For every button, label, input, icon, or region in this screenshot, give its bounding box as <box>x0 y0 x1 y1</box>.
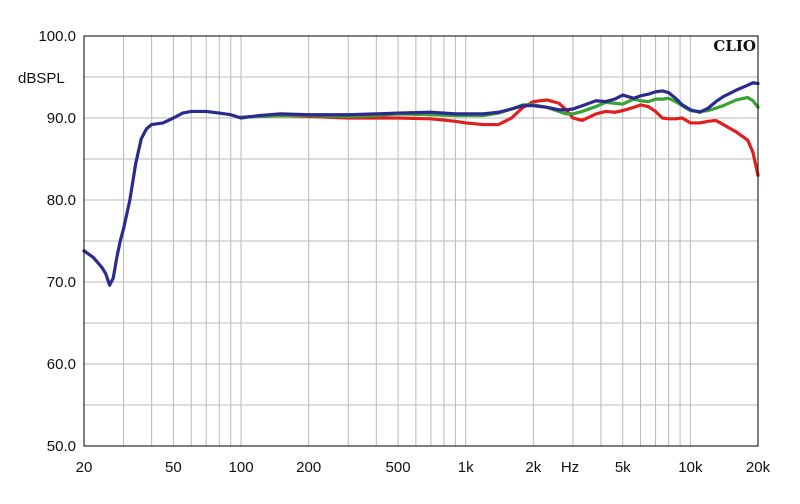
x-tick-label: 50 <box>165 459 182 476</box>
x-tick-label: 200 <box>296 459 321 476</box>
brand-label: CLIO <box>713 37 756 55</box>
x-tick-label: 5k <box>615 459 631 476</box>
y-tick-label: 70.0 <box>47 274 76 291</box>
grid-lines <box>84 36 758 446</box>
series-group <box>82 81 760 287</box>
y-tick-label: 90.0 <box>47 110 76 127</box>
x-tick-label: 500 <box>386 459 411 476</box>
x-tick-label: 10k <box>678 459 703 476</box>
x-tick-label: 2k <box>525 459 541 476</box>
x-tick-label: 1k <box>458 459 474 476</box>
y-tick-label: 100.0 <box>38 28 76 45</box>
y-tick-label: 60.0 <box>47 356 76 373</box>
x-tick-label: 20k <box>746 459 771 476</box>
x-tick-label: 100 <box>229 459 254 476</box>
x-unit-label: Hz <box>561 459 579 476</box>
series-line-3 <box>82 81 760 287</box>
y-tick-label: 50.0 <box>47 438 76 455</box>
y-axis-label: dBSPL <box>18 70 65 87</box>
y-tick-label: 80.0 <box>47 192 76 209</box>
series-line-1 <box>239 98 760 177</box>
tick-labels: 100.0 90.0 80.0 70.0 60.0 50.020 50 100 200 500 1k… <box>38 28 770 476</box>
plot-frame <box>83 35 759 447</box>
x-tick-label: 20 <box>76 459 93 476</box>
